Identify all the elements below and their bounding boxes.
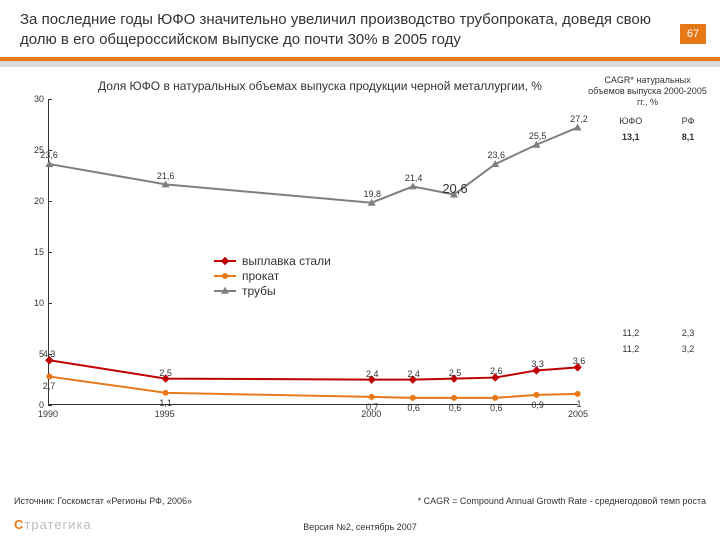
footnote: * CAGR = Compound Annual Growth Rate - с… xyxy=(418,496,706,506)
data-label: 2,5 xyxy=(159,368,172,378)
legend-label: прокат xyxy=(242,269,279,283)
data-label: 1 xyxy=(576,399,581,409)
source-text: Источник: Госкомстат «Регионы РФ, 2006» xyxy=(14,496,192,506)
data-label: 2,7 xyxy=(43,381,56,391)
page-title: За последние годы ЮФО значительно увелич… xyxy=(20,10,660,49)
x-tick: 1995 xyxy=(155,409,175,419)
data-label: 4,3 xyxy=(43,349,56,359)
y-tick: 15 xyxy=(34,247,44,257)
data-label: 23,6 xyxy=(40,150,58,160)
data-label: 2,4 xyxy=(366,369,379,379)
x-tick: 2000 xyxy=(361,409,381,419)
data-label: 21,6 xyxy=(157,171,175,181)
chart-area: 051015202530 выплавка сталипрокаттрубы 4… xyxy=(18,99,578,429)
page-number: 67 xyxy=(680,24,706,44)
data-label: 3,6 xyxy=(573,356,586,366)
x-axis: 1990199520002005 xyxy=(48,409,578,425)
chart-lines xyxy=(49,99,578,404)
logo-post: тратегика xyxy=(24,517,91,532)
data-label: 23,6 xyxy=(488,150,506,160)
logo-accent: С xyxy=(14,517,24,532)
data-label: 2,5 xyxy=(449,368,462,378)
data-label: 3,3 xyxy=(531,359,544,369)
plot-region: выплавка сталипрокаттрубы 4,32,52,42,42,… xyxy=(48,99,578,405)
chart-title: Доля ЮФО в натуральных объемах выпуска п… xyxy=(72,79,568,93)
cagr-header: CAGR* натуральных объемов выпуска 2000-2… xyxy=(585,75,710,107)
y-tick: 20 xyxy=(34,196,44,206)
y-tick: 30 xyxy=(34,94,44,104)
cagr-row: 13,18,1 xyxy=(585,129,710,145)
legend-label: выплавка стали xyxy=(242,254,331,268)
cagr-table: ЮФОРФ 13,18,1 11,22,311,23,2 xyxy=(585,113,710,357)
legend: выплавка сталипрокаттрубы xyxy=(214,254,331,299)
cagr-row: 11,22,3 xyxy=(585,325,710,341)
cagr-row: 11,23,2 xyxy=(585,341,710,357)
data-label: 25,5 xyxy=(529,131,547,141)
data-label: 27,2 xyxy=(570,114,588,124)
version-text: Версия №2, сентябрь 2007 xyxy=(303,522,416,532)
data-label: 20,6 xyxy=(442,181,467,196)
legend-item: трубы xyxy=(214,284,331,298)
data-label: 19,8 xyxy=(364,189,382,199)
data-label: 2,6 xyxy=(490,366,503,376)
y-tick: 10 xyxy=(34,298,44,308)
cagr-col-header: РФ xyxy=(666,113,710,129)
x-tick: 2005 xyxy=(568,409,588,419)
cagr-col-header: ЮФО xyxy=(595,113,666,129)
cagr-side-box: CAGR* натуральных объемов выпуска 2000-2… xyxy=(585,75,710,357)
data-label: 1,1 xyxy=(159,398,172,408)
legend-item: прокат xyxy=(214,269,331,283)
data-label: 2,4 xyxy=(407,369,420,379)
data-label: 21,4 xyxy=(405,173,423,183)
x-tick: 1990 xyxy=(38,409,58,419)
logo: Стратегика xyxy=(14,517,92,532)
legend-label: трубы xyxy=(242,284,276,298)
legend-item: выплавка стали xyxy=(214,254,331,268)
